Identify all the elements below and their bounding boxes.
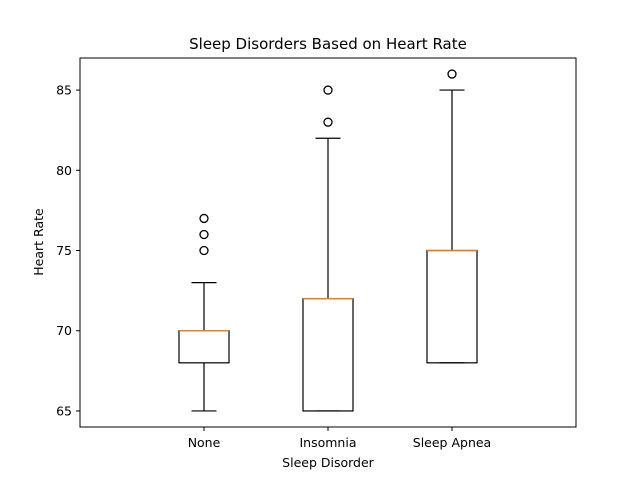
box-group-insomnia bbox=[302, 85, 354, 412]
x-axis-label: Sleep Disorder bbox=[282, 455, 374, 470]
outlier-point bbox=[199, 213, 209, 224]
y-tick-label: 75 bbox=[56, 243, 72, 258]
outlier-point bbox=[199, 245, 209, 256]
box-group-none bbox=[178, 213, 230, 412]
plot-area bbox=[178, 69, 478, 412]
outlier-point bbox=[323, 85, 333, 95]
outlier-point bbox=[323, 117, 333, 127]
y-axis-label: Heart Rate bbox=[31, 208, 46, 276]
box-group-sleep-apnea bbox=[426, 69, 478, 364]
chart-title: Sleep Disorders Based on Heart Rate bbox=[189, 35, 467, 53]
box bbox=[178, 330, 230, 364]
box bbox=[426, 249, 478, 364]
y-tick-label: 80 bbox=[56, 163, 72, 178]
y-tick-label: 65 bbox=[56, 403, 72, 418]
x-tick-label: None bbox=[188, 435, 221, 450]
outlier-point bbox=[447, 69, 457, 79]
x-tick-label: Sleep Apnea bbox=[413, 435, 491, 450]
y-tick-label: 85 bbox=[56, 83, 72, 98]
x-tick-label: Insomnia bbox=[299, 435, 356, 450]
y-tick-label: 70 bbox=[56, 323, 72, 338]
box bbox=[302, 298, 354, 412]
outlier-point bbox=[199, 229, 209, 240]
